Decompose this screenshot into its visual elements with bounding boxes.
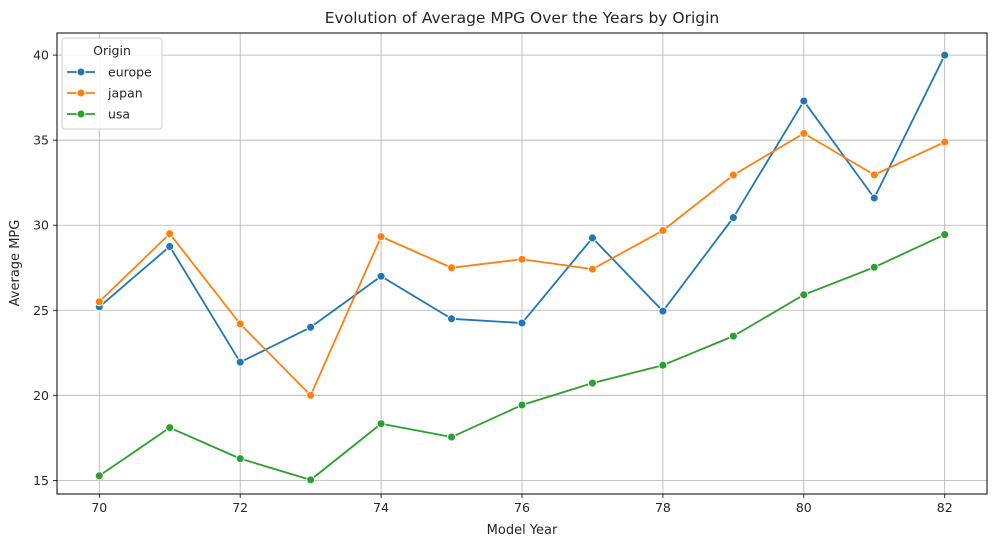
y-tick-label: 15 [33, 473, 49, 488]
data-point-japan [94, 297, 104, 307]
data-point-usa [869, 262, 879, 272]
data-point-japan [517, 254, 527, 264]
x-tick-label: 72 [232, 500, 248, 515]
y-axis-title: Average MPG [8, 220, 23, 307]
y-tick-label: 40 [33, 48, 49, 63]
y-tick-label: 35 [33, 133, 49, 148]
y-tick-label: 30 [33, 218, 49, 233]
data-point-europe [799, 96, 809, 106]
data-point-europe [728, 213, 738, 223]
data-point-europe [235, 357, 245, 367]
data-point-europe [306, 322, 316, 332]
x-tick-label: 78 [655, 500, 671, 515]
data-point-japan [799, 128, 809, 138]
legend-label-europe: europe [108, 65, 152, 80]
data-point-japan [306, 390, 316, 400]
data-point-japan [235, 319, 245, 329]
data-point-japan [940, 137, 950, 147]
data-point-usa [94, 471, 104, 481]
x-tick-label: 76 [514, 500, 530, 515]
y-axis-ticks: 15 20 25 30 35 40 [33, 48, 57, 488]
data-point-japan [728, 170, 738, 180]
legend-swatch-marker [76, 109, 86, 119]
data-point-europe [165, 242, 175, 251]
data-point-europe [940, 50, 950, 60]
y-tick-label: 20 [33, 388, 49, 403]
data-point-usa [447, 432, 456, 442]
data-point-usa [588, 378, 597, 388]
x-tick-label: 74 [373, 500, 389, 515]
data-point-japan [376, 232, 386, 242]
chart-title: Evolution of Average MPG Over the Years … [325, 9, 719, 27]
data-point-usa [799, 290, 809, 300]
gridlines [57, 33, 987, 494]
data-point-usa [517, 400, 527, 410]
legend: Origin europe japan usa [61, 37, 163, 130]
data-point-europe [658, 306, 668, 316]
legend-swatch-marker [76, 67, 86, 77]
data-point-europe [376, 271, 386, 281]
x-axis-title: Model Year [487, 523, 558, 538]
data-point-europe [588, 233, 597, 243]
x-tick-label: 70 [91, 500, 107, 515]
data-point-usa [376, 419, 386, 429]
legend-box [61, 37, 163, 130]
x-axis-ticks: 70 72 74 76 78 80 82 [91, 494, 953, 515]
data-point-usa [658, 360, 668, 370]
legend-items: europe japan usa [67, 65, 152, 122]
data-point-usa [728, 331, 738, 341]
data-point-japan [588, 264, 597, 274]
data-point-usa [235, 454, 245, 464]
series-markers [94, 50, 950, 485]
data-point-japan [869, 170, 879, 180]
legend-label-usa: usa [108, 107, 130, 122]
data-point-usa [306, 475, 316, 485]
data-point-usa [165, 423, 175, 433]
plot-area-frame [56, 32, 988, 495]
data-point-japan [447, 263, 456, 273]
x-tick-label: 82 [937, 500, 953, 515]
x-tick-label: 80 [796, 500, 812, 515]
data-point-usa [940, 230, 950, 240]
data-point-japan [658, 226, 668, 235]
data-point-europe [447, 314, 456, 324]
legend-label-japan: japan [107, 86, 143, 101]
y-tick-label: 25 [33, 303, 49, 318]
data-point-japan [165, 229, 175, 239]
data-point-europe [517, 318, 527, 328]
data-point-europe [869, 193, 879, 203]
legend-title: Origin [93, 43, 131, 58]
legend-swatch-marker [76, 88, 86, 98]
